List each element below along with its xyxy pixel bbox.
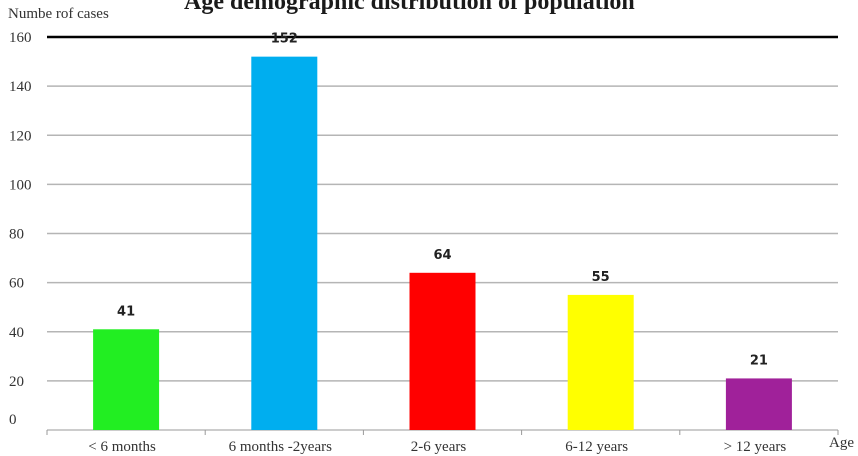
category-label: 6-12 years (565, 439, 628, 455)
bar (251, 56, 318, 431)
y-tick-label: 60 (9, 276, 24, 292)
y-tick-label: 100 (9, 177, 32, 193)
y-tick-label: 20 (9, 374, 24, 390)
data-label: 41 (117, 304, 135, 319)
bar (725, 378, 792, 430)
category-label: 2-6 years (411, 439, 467, 455)
data-label: 21 (750, 353, 768, 368)
chart-title: Age demographic distribution of populati… (184, 0, 635, 15)
chart-title-wrapper: Age demographic distribution of populati… (0, 0, 858, 22)
y-axis-label: Numbe rof cases (8, 6, 109, 22)
y-tick-label: 140 (9, 79, 32, 95)
data-label: 55 (592, 270, 610, 285)
y-tick-label: 0 (9, 412, 17, 428)
y-tick-label: 80 (9, 227, 24, 243)
y-tick-label: 40 (9, 325, 24, 341)
bar (409, 272, 476, 430)
y-tick-label: 160 (9, 30, 32, 46)
bar (567, 294, 634, 430)
category-label: < 6 months (88, 439, 156, 455)
data-label: 152 (271, 32, 298, 47)
y-tick-label: 120 (9, 128, 32, 144)
bar (93, 329, 160, 430)
data-label: 64 (433, 248, 451, 263)
category-label: 6 months -2years (229, 439, 332, 455)
x-axis-label: Age (829, 435, 854, 451)
category-label: > 12 years (724, 439, 787, 455)
